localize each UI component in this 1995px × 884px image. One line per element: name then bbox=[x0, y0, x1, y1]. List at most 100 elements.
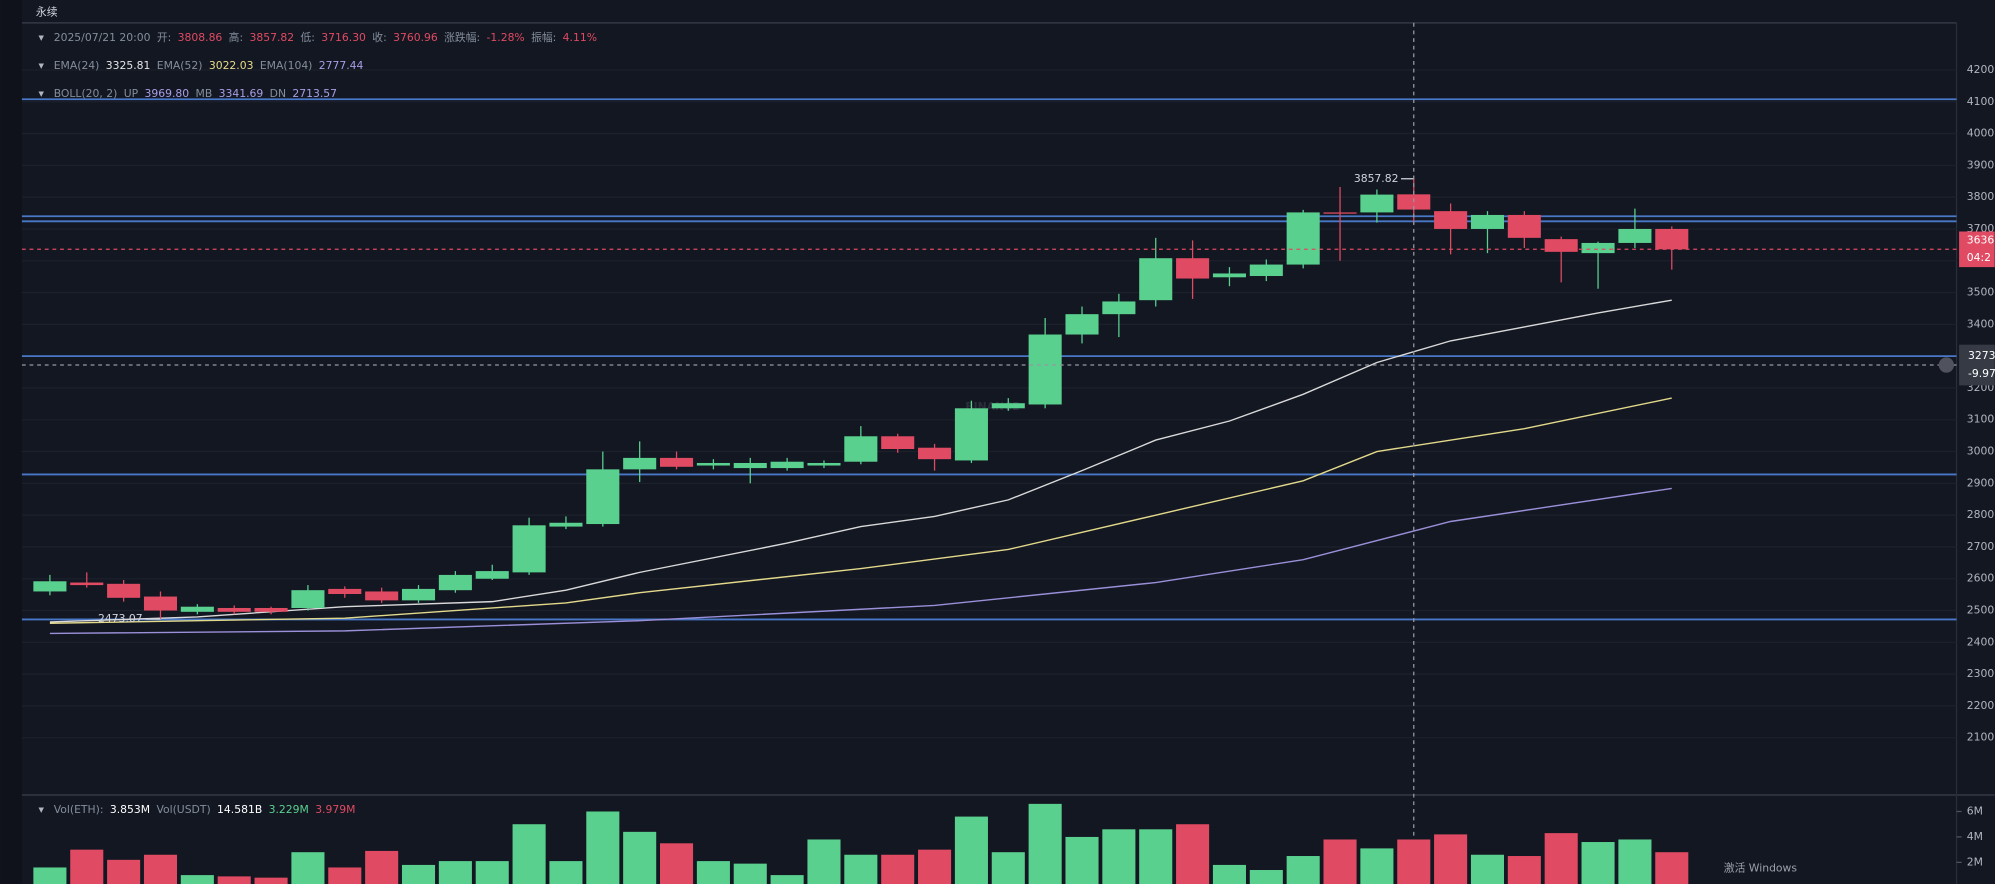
candle-body bbox=[586, 469, 620, 525]
crosshair-change: -9.97 bbox=[1968, 367, 1995, 380]
high-marker: 3857.82 bbox=[1354, 172, 1399, 185]
y-tick-label: 2900 bbox=[1967, 476, 1995, 489]
volume-bar bbox=[254, 877, 288, 884]
candle-body bbox=[991, 403, 1025, 409]
price-box bbox=[1959, 231, 1995, 268]
crosshair-price: 3273 bbox=[1968, 349, 1995, 362]
candle-body bbox=[733, 462, 767, 469]
info-label: 涨跌幅: bbox=[444, 30, 480, 44]
boll-item-label: MB bbox=[196, 87, 213, 100]
volume-label: Vol(ETH): bbox=[54, 803, 104, 816]
volume-bar bbox=[696, 861, 730, 884]
candle-body bbox=[1323, 212, 1357, 214]
legend-caret: ▾ bbox=[38, 803, 44, 816]
volume-bar bbox=[1655, 852, 1689, 884]
candle-body bbox=[844, 436, 878, 462]
volume-bar bbox=[217, 876, 251, 884]
info-label: 低: bbox=[300, 31, 314, 44]
y-tick-label: 2300 bbox=[1967, 667, 1995, 680]
y-tick-label: 4000 bbox=[1967, 127, 1995, 140]
volume-bar bbox=[586, 811, 620, 884]
candle-body bbox=[70, 582, 104, 586]
y-tick-label: 3100 bbox=[1967, 413, 1995, 426]
candle-body bbox=[512, 525, 546, 573]
info-label: 收: bbox=[372, 30, 386, 44]
y-tick-label: 3400 bbox=[1967, 317, 1995, 330]
volume-bar bbox=[475, 861, 509, 884]
volume-bar bbox=[1323, 839, 1357, 884]
boll-item-label: DN bbox=[270, 87, 286, 100]
windows-notice: 激活 Windows bbox=[1724, 861, 1798, 875]
y-tick-label: 2800 bbox=[1967, 508, 1995, 521]
y-tick-label: 4100 bbox=[1967, 95, 1995, 108]
candle-body bbox=[401, 588, 436, 601]
y-tick-label: 2600 bbox=[1967, 572, 1995, 585]
candle-body bbox=[1139, 258, 1173, 301]
volume-bar bbox=[1028, 803, 1062, 884]
boll-value: 2713.57 bbox=[292, 87, 337, 100]
candle-body bbox=[291, 590, 325, 608]
ema-label: EMA(24) bbox=[54, 59, 100, 72]
candle-body bbox=[918, 447, 952, 460]
current-price: 3636 bbox=[1967, 233, 1995, 246]
y-tick-label: 2500 bbox=[1967, 604, 1995, 617]
y-tick-label: 2700 bbox=[1967, 540, 1995, 553]
info-value: 3760.96 bbox=[393, 31, 438, 44]
legend-caret: ▾ bbox=[38, 31, 44, 44]
volume-bar bbox=[1139, 829, 1173, 884]
volume-bar bbox=[1249, 870, 1283, 884]
candle-body bbox=[623, 457, 657, 470]
ema-value: 3325.81 bbox=[106, 59, 151, 72]
crosshair-box bbox=[1959, 344, 1995, 386]
candle-body bbox=[33, 581, 67, 592]
volume-bar bbox=[328, 867, 362, 884]
volume-bar bbox=[1397, 839, 1431, 884]
candle-body bbox=[1360, 194, 1394, 213]
volume-bar bbox=[1176, 824, 1210, 884]
volume-bar bbox=[1434, 834, 1468, 884]
candle-body bbox=[143, 596, 178, 611]
info-value: 3808.86 bbox=[178, 31, 223, 44]
candle-body bbox=[1544, 239, 1578, 252]
volume-bar bbox=[143, 854, 178, 884]
candle-body bbox=[770, 461, 804, 469]
info-value: 3857.82 bbox=[249, 31, 294, 44]
y-tick-label: 2100 bbox=[1967, 731, 1995, 744]
volume-bar bbox=[770, 875, 804, 884]
volume-bar bbox=[1544, 833, 1578, 884]
ema-label: EMA(104) bbox=[260, 59, 313, 72]
volume-tick-label: 6M bbox=[1967, 804, 1983, 817]
candle-body bbox=[1212, 273, 1246, 278]
y-tick-label: 3500 bbox=[1967, 286, 1995, 299]
volume-label: Vol(USDT) bbox=[156, 803, 210, 816]
volume-bar bbox=[33, 867, 67, 884]
contract-tab[interactable]: 永续 bbox=[36, 5, 58, 19]
candle-body bbox=[1028, 334, 1062, 405]
low-marker: 2473.07 bbox=[98, 612, 143, 625]
candle-body bbox=[1655, 228, 1689, 250]
volume-tick-label: 2M bbox=[1967, 855, 1983, 868]
legend-caret: ▾ bbox=[38, 87, 44, 100]
candle-body bbox=[217, 607, 251, 612]
volume-bar bbox=[291, 852, 325, 884]
y-tick-label: 3800 bbox=[1967, 190, 1995, 203]
boll-value: 3341.69 bbox=[219, 87, 264, 100]
info-label: 振幅: bbox=[531, 30, 556, 44]
candle-body bbox=[807, 462, 841, 466]
volume-bar bbox=[365, 850, 399, 884]
candle-body bbox=[475, 571, 509, 579]
candle-body bbox=[881, 436, 915, 449]
volume-bar bbox=[1618, 839, 1652, 884]
y-tick-label: 4200 bbox=[1967, 63, 1995, 76]
volume-bar bbox=[844, 854, 878, 884]
volume-tick-label: 4M bbox=[1967, 830, 1983, 843]
candle-body bbox=[549, 522, 583, 527]
volume-value: 3.229M bbox=[269, 803, 309, 816]
boll-label: BOLL(20, 2) bbox=[54, 87, 118, 100]
volume-bar bbox=[180, 875, 214, 884]
y-tick-label: 3000 bbox=[1967, 445, 1995, 458]
volume-value: 3.979M bbox=[315, 803, 355, 816]
add-alert-button[interactable] bbox=[1938, 357, 1955, 373]
